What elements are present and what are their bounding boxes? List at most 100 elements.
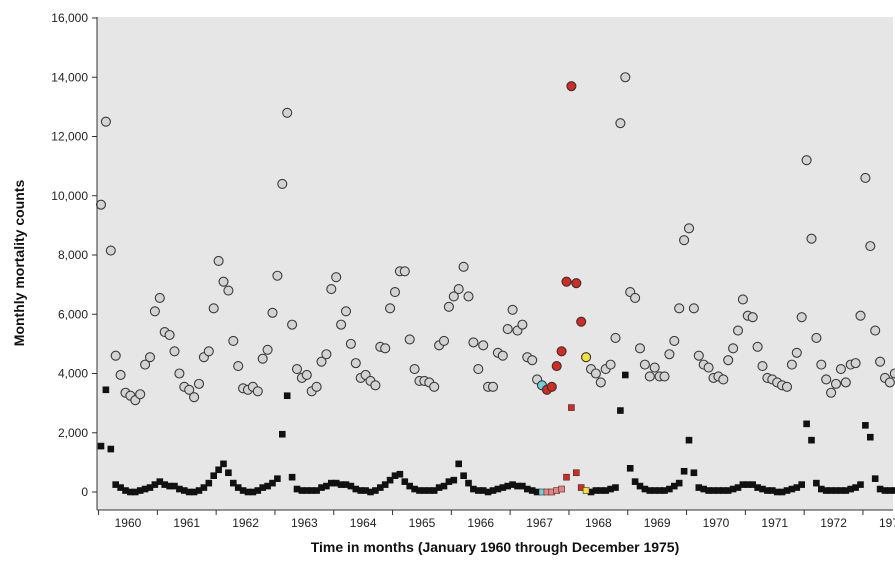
data-point-square [283, 392, 291, 400]
data-point-circle [399, 266, 410, 277]
data-point-square [862, 422, 869, 429]
data-point-circle [370, 380, 381, 391]
data-point-square [582, 487, 590, 494]
data-point-circle [865, 241, 876, 252]
data-point-circle [723, 355, 734, 366]
data-point-circle [115, 369, 126, 381]
data-point-circle [551, 361, 562, 372]
data-point-square [381, 481, 389, 488]
data-point-circle [208, 303, 219, 314]
data-point-square [798, 481, 806, 488]
data-point-circle [380, 343, 391, 354]
data-point-circle [801, 155, 812, 166]
data-point-circle [429, 381, 440, 392]
data-point-square [450, 476, 458, 484]
data-point-circle [546, 381, 557, 392]
x-tick-label: 1969 [644, 516, 671, 530]
data-point-circle [703, 362, 714, 373]
data-point-circle [164, 329, 175, 341]
data-point-circle [840, 377, 851, 388]
data-point-circle [855, 310, 866, 321]
data-point-circle [561, 276, 572, 287]
data-point-circle [556, 346, 567, 357]
y-tick-label: 14,000 [51, 70, 88, 84]
data-point-circle [581, 352, 592, 363]
data-point-circle [257, 353, 268, 364]
data-point-circle [875, 356, 886, 367]
data-point-circle [884, 377, 895, 388]
data-point-circle [821, 374, 832, 385]
data-point-square [626, 464, 634, 472]
data-point-circle [184, 384, 195, 395]
data-point-circle [203, 346, 214, 357]
data-point-circle [674, 303, 685, 314]
x-tick-label: 1961 [173, 516, 200, 530]
data-point-circle [154, 292, 165, 304]
data-point-circle [889, 368, 895, 379]
data-point-circle [517, 319, 528, 330]
x-axis-ticks: 1960 1961 1962 1963 1964 1965 1966 1967 1968 1969… [98, 510, 895, 530]
data-point-circle [620, 72, 631, 83]
data-point-square [107, 445, 115, 453]
data-point-square [857, 481, 864, 488]
data-point-circle [262, 344, 273, 355]
data-point-square [572, 469, 580, 477]
x-tick-label: 1962 [232, 516, 259, 530]
data-point-square [278, 430, 286, 438]
data-point-circle [277, 178, 288, 189]
data-point-square [558, 485, 565, 493]
data-point-circle [693, 350, 704, 361]
data-point-circle [189, 392, 200, 403]
data-point-square [230, 479, 237, 487]
data-point-square [465, 479, 472, 487]
data-point-circle [732, 325, 744, 336]
data-point-circle [664, 349, 675, 360]
data-point-circle [478, 340, 489, 351]
data-point-square [685, 436, 693, 444]
x-tick-label: 1964 [350, 516, 377, 530]
x-tick-label: 1966 [467, 516, 494, 530]
data-point-circle [213, 255, 224, 266]
x-tick-label: 1963 [291, 516, 318, 530]
data-point-circle [282, 107, 293, 118]
data-point-circle [228, 335, 239, 346]
data-point-circle [507, 304, 518, 315]
data-point-circle [728, 343, 739, 354]
data-point-square [210, 472, 217, 480]
data-point-square [866, 433, 874, 441]
x-tick-label: 1973 [879, 516, 895, 530]
data-point-circle [316, 356, 327, 367]
data-point-square [225, 469, 232, 477]
data-point-circle [781, 381, 793, 392]
data-point-square [401, 478, 409, 485]
x-tick-label: 1972 [820, 516, 847, 530]
data-point-circle [473, 364, 484, 375]
data-point-circle [860, 172, 871, 184]
data-point-circle [566, 81, 577, 92]
x-tick-label: 1968 [585, 516, 612, 530]
data-point-circle [311, 381, 322, 392]
data-point-circle [830, 378, 842, 389]
data-point-square [386, 476, 394, 484]
data-point-circle [331, 272, 342, 283]
data-point-circle [223, 285, 234, 296]
data-point-circle [644, 371, 655, 382]
data-point-circle [174, 368, 185, 379]
data-point-circle [409, 364, 420, 375]
data-point-circle [870, 325, 881, 336]
data-point-circle [404, 334, 415, 345]
y-tick-label: 16,000 [51, 11, 88, 25]
data-point-circle [144, 352, 156, 363]
data-point-circle [443, 301, 454, 312]
data-point-square [269, 479, 276, 487]
data-point-circle [321, 349, 332, 360]
data-point-circle [786, 359, 797, 370]
data-point-circle [169, 346, 180, 357]
data-point-circle [752, 341, 763, 352]
x-axis-title: Time in months (January 1960 through Dec… [311, 539, 680, 555]
data-point-circle [688, 303, 699, 314]
data-point-square [460, 472, 467, 480]
data-point-square [680, 467, 688, 475]
data-point-circle [826, 387, 837, 398]
